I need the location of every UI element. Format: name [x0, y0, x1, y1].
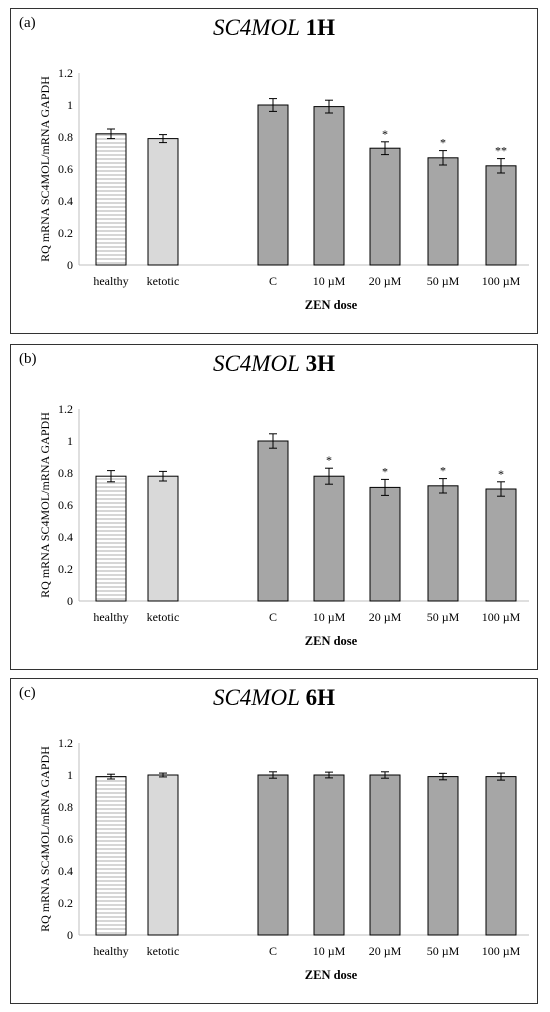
y-tick-label: 1.2 — [58, 736, 73, 750]
bar — [147, 475, 179, 602]
x-tick-label: 10 µM — [313, 944, 346, 958]
x-tick-label: ketotic — [147, 610, 180, 624]
chart-panel-c: (c) SC4MOL 6H 0 0.2 0.4 0.6 0.8 1 1.2 RQ mRNA S… — [10, 678, 538, 1004]
chart-title-gene: SC4MOL — [212, 685, 300, 710]
bar — [485, 776, 517, 936]
bar — [369, 147, 401, 266]
y-tick-label: 0.8 — [58, 466, 73, 480]
chart-panel-b: (b) SC4MOL 3H 0 0.2 0.4 0.6 0.8 1 1.2 RQ mRNA S… — [10, 344, 538, 670]
x-tick-label: 50 µM — [427, 274, 460, 288]
y-tick-label: 0.2 — [58, 562, 73, 576]
chart-title-time: 1H — [305, 15, 336, 40]
bar — [313, 475, 345, 602]
x-tick-label: 10 µM — [313, 274, 346, 288]
x-tick-label: 50 µM — [427, 610, 460, 624]
significance-marker: * — [498, 467, 504, 481]
bar — [95, 776, 127, 936]
y-tick-label: 0 — [67, 258, 73, 272]
y-tick-label: 0.4 — [58, 530, 73, 544]
y-tick-label: 1 — [67, 434, 73, 448]
panel-label: (a) — [19, 15, 36, 31]
y-tick-label: 0 — [67, 594, 73, 608]
y-tick-label: 1 — [67, 768, 73, 782]
bar-chart-svg: 0 0.2 0.4 0.6 0.8 1 1.2 RQ mRNA SC4MOL/mRNA GAP… — [38, 402, 529, 648]
y-tick-label: 0 — [67, 928, 73, 942]
bar — [95, 133, 127, 266]
x-tick-label: ketotic — [147, 944, 180, 958]
x-tick-label: 50 µM — [427, 944, 460, 958]
bar — [147, 138, 179, 266]
y-tick-label: 0.4 — [58, 194, 73, 208]
chart-title-time: 6H — [305, 685, 336, 710]
chart-title-time: 3H — [305, 351, 336, 376]
x-tick-label: 100 µM — [482, 610, 521, 624]
y-tick-label: 0.6 — [58, 498, 73, 512]
y-tick-label: 1.2 — [58, 402, 73, 416]
bar — [427, 776, 459, 936]
chart-title: SC4MOL 6H — [11, 685, 537, 711]
significance-marker: * — [326, 453, 332, 467]
y-tick-label: 0.2 — [58, 226, 73, 240]
significance-marker: * — [382, 127, 388, 141]
y-tick-label: 0.8 — [58, 800, 73, 814]
bar-chart-svg: 0 0.2 0.4 0.6 0.8 1 1.2 RQ mRNA SC4MOL/mRNA GAP… — [38, 66, 529, 312]
bar — [257, 774, 289, 936]
y-tick-label: 0.6 — [58, 162, 73, 176]
bar — [257, 440, 289, 602]
bar — [147, 774, 179, 936]
x-tick-label: C — [269, 610, 277, 624]
panel-label: (b) — [19, 351, 37, 367]
y-tick-label: 0.8 — [58, 130, 73, 144]
y-tick-label: 1 — [67, 98, 73, 112]
y-axis-label: RQ mRNA SC4MOL/mRNA GAPDH — [38, 746, 52, 932]
bar — [313, 774, 345, 936]
x-tick-label: healthy — [93, 610, 128, 624]
y-tick-label: 0.2 — [58, 896, 73, 910]
bar — [313, 106, 345, 266]
significance-marker: * — [440, 464, 446, 478]
panel-label: (c) — [19, 685, 36, 701]
x-tick-label: ketotic — [147, 274, 180, 288]
bar — [485, 165, 517, 266]
bar — [427, 485, 459, 602]
significance-marker: * — [440, 136, 446, 150]
x-axis-label: ZEN dose — [305, 968, 358, 982]
chart-title: SC4MOL 1H — [11, 15, 537, 41]
significance-marker: * — [382, 464, 388, 478]
y-tick-label: 0.6 — [58, 832, 73, 846]
x-tick-label: 20 µM — [369, 944, 402, 958]
y-tick-label: 1.2 — [58, 66, 73, 80]
bar — [95, 475, 127, 602]
x-tick-label: 100 µM — [482, 944, 521, 958]
x-tick-label: 10 µM — [313, 610, 346, 624]
chart-title-gene: SC4MOL — [212, 351, 300, 376]
bar — [369, 774, 401, 936]
x-tick-label: healthy — [93, 274, 128, 288]
chart-title-gene: SC4MOL — [212, 15, 300, 40]
y-axis-label: RQ mRNA SC4MOL/mRNA GAPDH — [38, 76, 52, 262]
bar — [257, 104, 289, 266]
chart-title: SC4MOL 3H — [11, 351, 537, 377]
bar — [369, 486, 401, 602]
bar — [485, 488, 517, 602]
y-tick-label: 0.4 — [58, 864, 73, 878]
significance-marker: ** — [495, 144, 507, 158]
x-tick-label: C — [269, 274, 277, 288]
x-tick-label: 20 µM — [369, 274, 402, 288]
x-axis-label: ZEN dose — [305, 298, 358, 312]
x-tick-label: C — [269, 944, 277, 958]
x-tick-label: healthy — [93, 944, 128, 958]
x-tick-label: 20 µM — [369, 610, 402, 624]
y-axis-label: RQ mRNA SC4MOL/mRNA GAPDH — [38, 412, 52, 598]
x-axis-label: ZEN dose — [305, 634, 358, 648]
bar-chart-svg: 0 0.2 0.4 0.6 0.8 1 1.2 RQ mRNA SC4MOL/mRNA GAP… — [38, 736, 529, 982]
chart-panel-a: (a) SC4MOL 1H 0 0.2 0.4 0.6 0.8 1 1.2 RQ mRNA S… — [10, 8, 538, 334]
x-tick-label: 100 µM — [482, 274, 521, 288]
bar — [427, 157, 459, 266]
